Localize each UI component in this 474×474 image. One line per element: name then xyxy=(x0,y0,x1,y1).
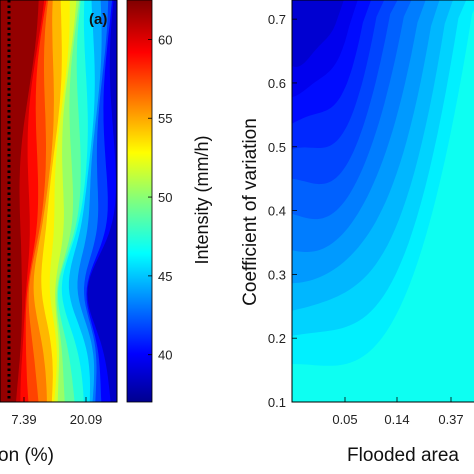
panel-a-contours xyxy=(0,0,117,402)
panel-b-y-axis-label: Coefficient of variation xyxy=(240,118,261,306)
panel-a-x-axis-label: on (%) xyxy=(0,445,54,466)
colorbar-label: Intensity (mm/h) xyxy=(192,135,212,264)
x-tick-label: 0.14 xyxy=(384,412,409,427)
contour-band xyxy=(292,10,474,402)
panel-a-x-ticks: 7.39 20.09 xyxy=(11,397,102,427)
panel-a: (a) 7.39 20.09 on (%) xyxy=(0,0,118,466)
y-tick-label: 0.6 xyxy=(268,76,286,91)
x-tick-label: 20.09 xyxy=(70,412,103,427)
y-tick-label: 0.2 xyxy=(268,331,286,346)
panel-b-y-ticks: 0.1 0.2 0.3 0.4 0.5 0.6 0.7 xyxy=(268,12,297,410)
y-tick-label: 0.5 xyxy=(268,140,286,155)
panel-tag: (a) xyxy=(89,11,107,28)
colorbar-tick-label: 50 xyxy=(158,190,172,205)
y-tick-label: 0.3 xyxy=(268,267,286,282)
panel-b-x-axis-label: Flooded area xyxy=(347,445,459,466)
colorbar-ticks: 40 45 50 55 60 xyxy=(148,32,172,363)
panel-b: 0.1 0.2 0.3 0.4 0.5 0.6 0.7 0.05 0.14 0.37 Coeff… xyxy=(240,0,474,466)
panel-b-contours xyxy=(292,0,474,402)
colorbar-tick-label: 55 xyxy=(158,111,172,126)
y-tick-label: 0.7 xyxy=(268,12,286,27)
colorbar-tick-label: 60 xyxy=(158,32,172,47)
y-tick-label: 0.4 xyxy=(268,204,286,219)
x-tick-label: 0.05 xyxy=(332,412,357,427)
panel-a-frame xyxy=(0,0,118,403)
y-tick-label: 0.1 xyxy=(268,395,286,410)
contour-band xyxy=(87,0,117,402)
colorbar-tick-label: 45 xyxy=(158,269,172,284)
x-tick-label: 0.37 xyxy=(438,412,463,427)
colorbar-tick-label: 40 xyxy=(158,348,172,363)
panel-b-frame xyxy=(291,0,474,403)
x-tick-label: 7.39 xyxy=(11,412,36,427)
colorbar: 40 45 50 55 60 Intensity (mm/h) xyxy=(126,0,212,403)
colorbar-gradient xyxy=(126,0,153,403)
panel-b-x-ticks: 0.05 0.14 0.37 xyxy=(332,397,464,427)
